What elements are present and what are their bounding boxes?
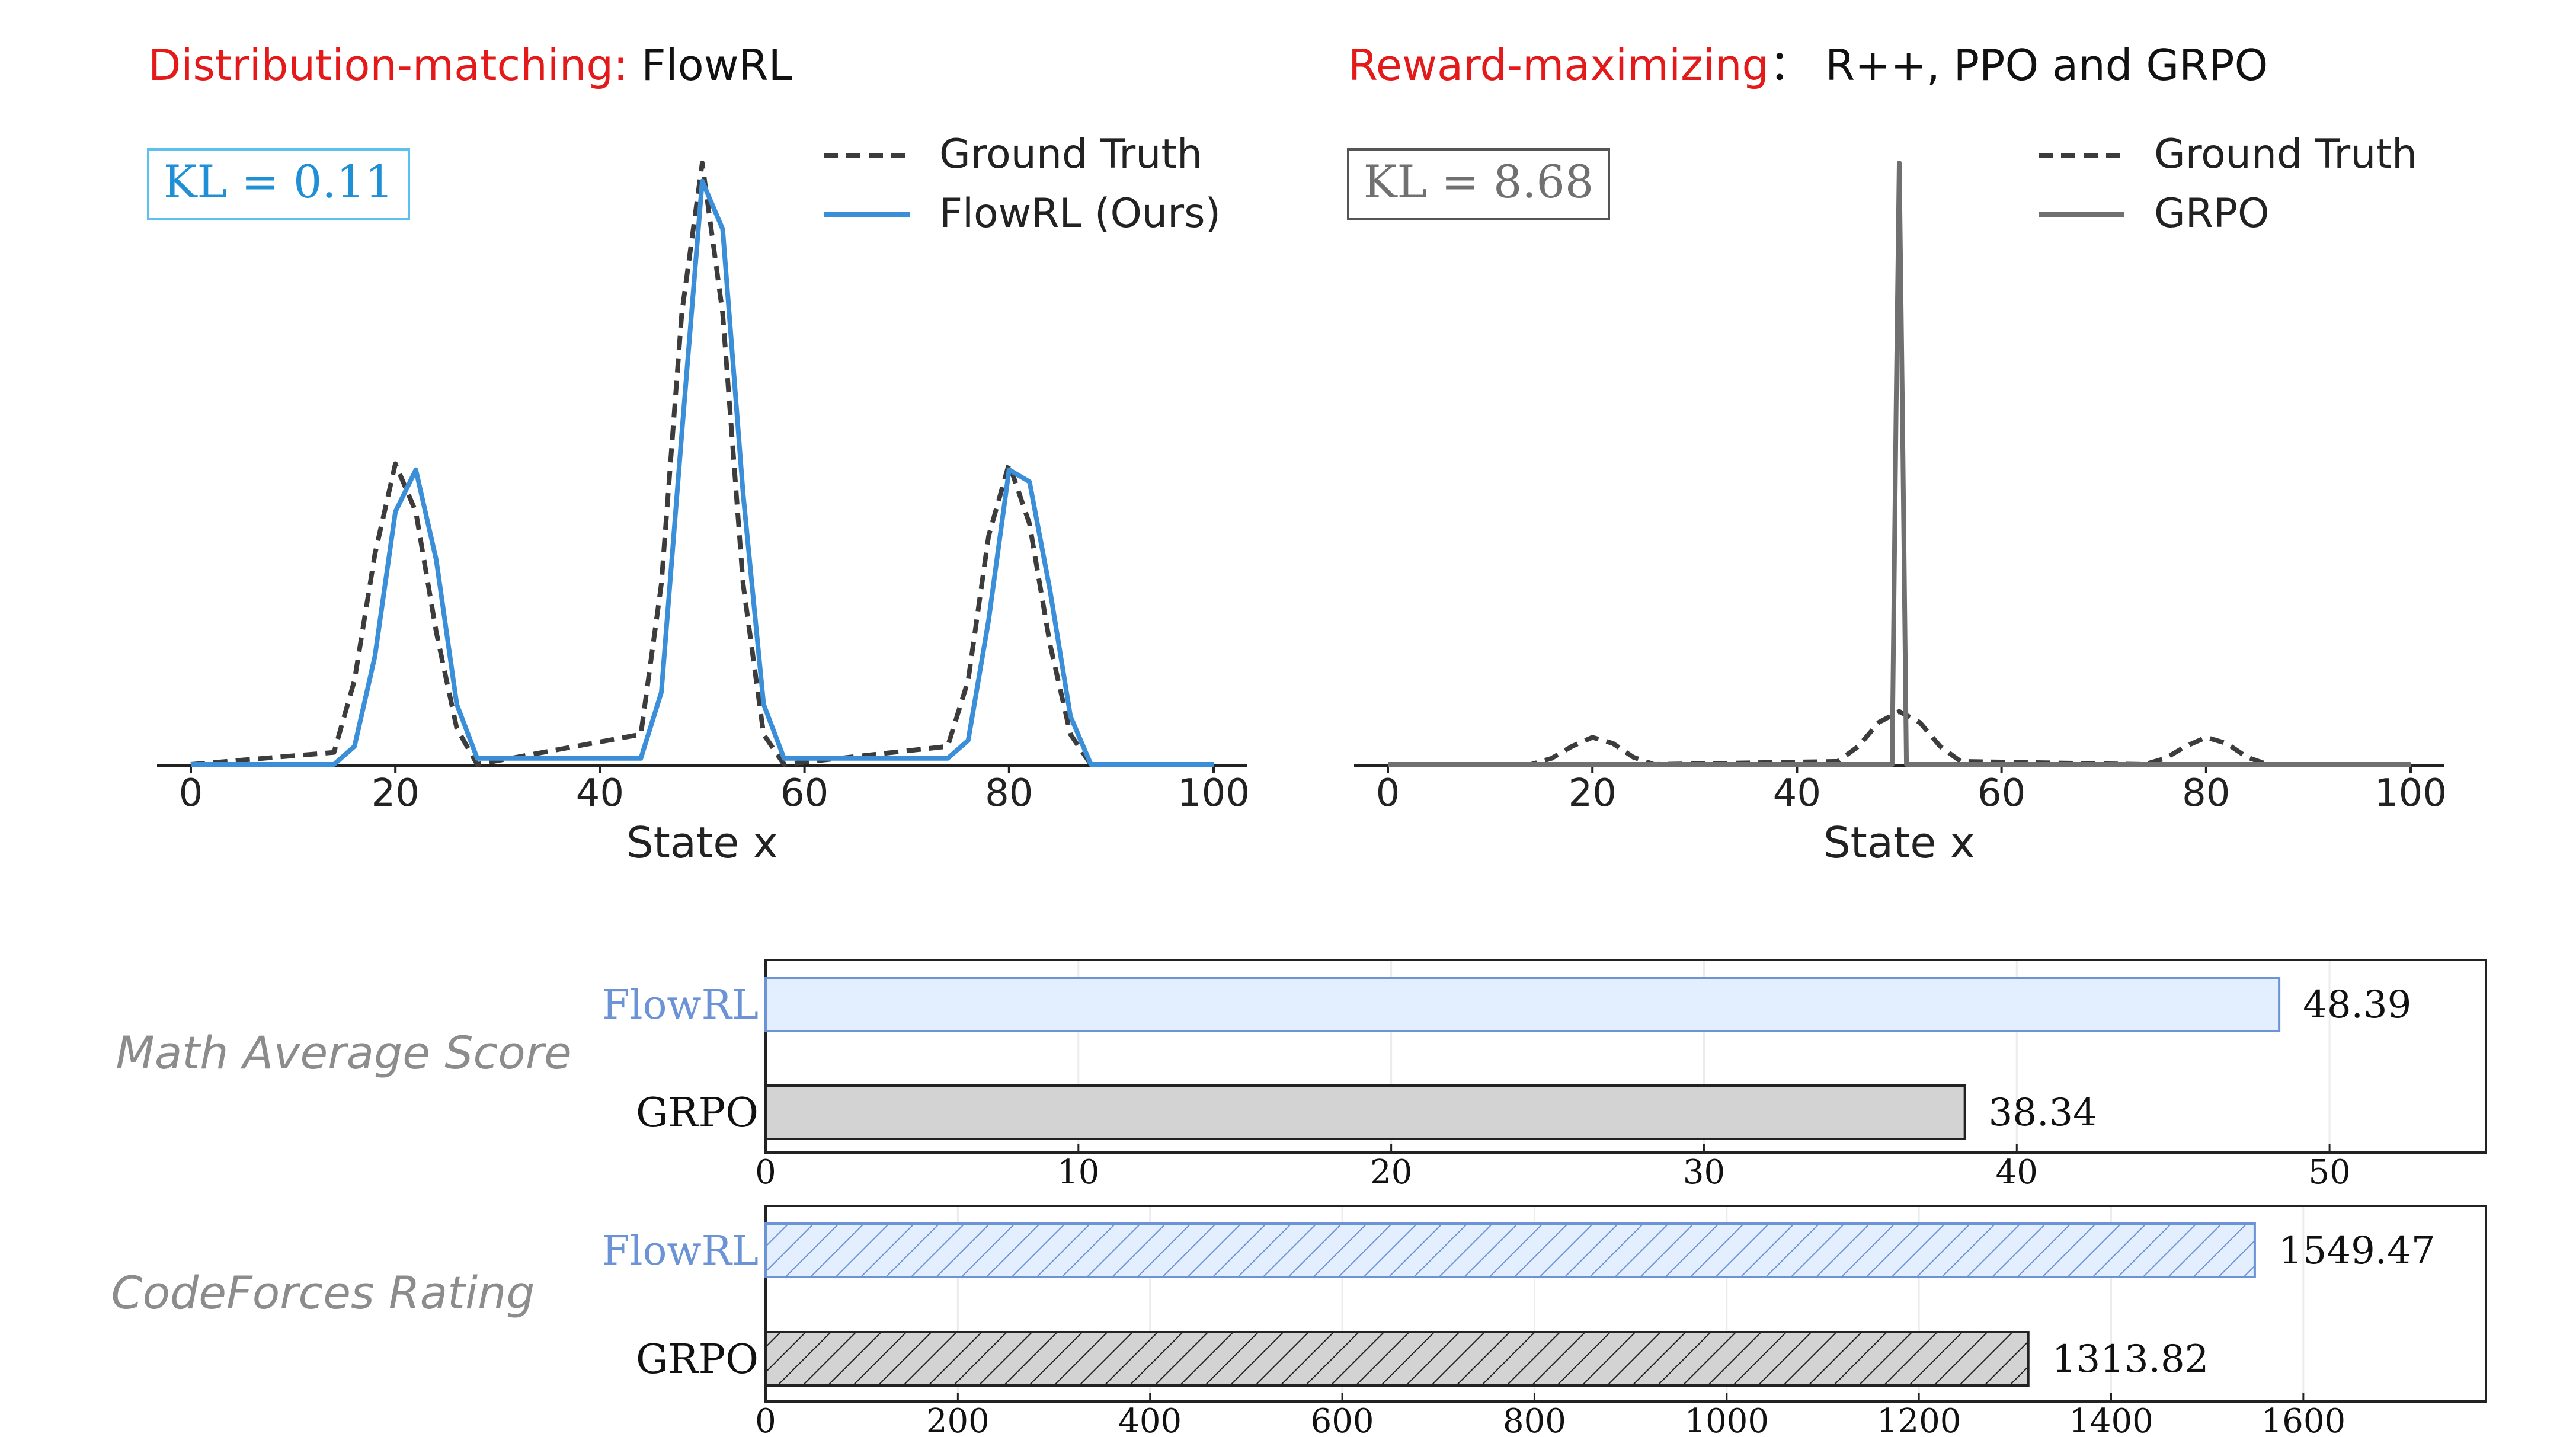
- right-x-ticks: 0 20 40 60 80 100: [1376, 764, 2447, 815]
- left-x-label: State x: [626, 818, 778, 868]
- code-tick-label-1000: 1000: [1685, 1402, 1769, 1437]
- code-tick-label-200: 200: [926, 1402, 990, 1437]
- left-tick-label-40: 40: [576, 772, 624, 815]
- math-tick-label-40: 40: [1996, 1153, 2038, 1192]
- math-bar-chart: 0 10 20 30 40 50 48.39 FlowRL 38.34 GRPO: [602, 959, 2487, 1192]
- math-value-label-grpo: 38.34: [1989, 1091, 2097, 1135]
- right-tick-label-60: 60: [1977, 772, 2025, 815]
- right-x-label: State x: [1823, 818, 1975, 868]
- right-line-plot: 0 20 40 60 80 100 State x: [1354, 161, 2447, 868]
- math-row-label: Math Average Score: [116, 1026, 572, 1079]
- right-tick-label-80: 80: [2182, 772, 2230, 815]
- right-tick-label-40: 40: [1773, 772, 1821, 815]
- math-frame: [764, 959, 2487, 1154]
- code-category-label-grpo: GRPO: [636, 1336, 759, 1383]
- code-bar-chart: 0 200 400 600 800 1000 1200 1400 1600 1549.47 Flow…: [602, 1205, 2487, 1437]
- left-series-ground-truth: [190, 161, 1214, 767]
- left-tick-label-60: 60: [780, 772, 828, 815]
- right-tick-label-0: 0: [1376, 772, 1400, 815]
- left-kl-label: KL = 0.11: [164, 155, 393, 208]
- right-title-black: ： R++, PPO and GRPO: [1769, 40, 2268, 90]
- code-tick-label-400: 400: [1118, 1402, 1182, 1437]
- right-kl-box: [1347, 148, 1610, 220]
- code-category-label-flowrl: FlowRL: [602, 1228, 759, 1275]
- math-bar-flowrl: [764, 977, 2281, 1032]
- left-tick-label-80: 80: [985, 772, 1033, 815]
- code-bar-flowrl: [764, 1222, 2256, 1278]
- code-tick-label-0: 0: [755, 1402, 776, 1437]
- left-series-flowrl-ours: [191, 178, 1214, 767]
- left-tick-label-0: 0: [179, 772, 203, 815]
- left-legend-flow-label: FlowRL (Ours): [939, 190, 1221, 237]
- code-bar-grpo: [764, 1331, 2030, 1387]
- right-series: [1388, 161, 2411, 767]
- left-tick-label-100: 100: [1177, 772, 1250, 815]
- right-title-red: Reward-maximizing: [1348, 40, 1769, 90]
- code-frame: [764, 1205, 2487, 1403]
- left-title-red: Distribution-matching:: [148, 40, 628, 90]
- right-tick-label-20: 20: [1568, 772, 1616, 815]
- math-category-label-flowrl: FlowRL: [602, 982, 759, 1029]
- math-category-label-grpo: GRPO: [636, 1090, 759, 1137]
- right-title: Reward-maximizing： R++, PPO and GRPO: [1348, 40, 2268, 90]
- right-tick-label-100: 100: [2375, 772, 2447, 815]
- left-tick-label-20: 20: [371, 772, 419, 815]
- math-value-label-flowrl: 48.39: [2303, 983, 2411, 1027]
- left-line-plot: 0 20 40 60 80 100 State x: [157, 161, 1250, 868]
- code-row-label: CodeForces Rating: [111, 1266, 535, 1319]
- right-legend-grpo-label: GRPO: [2154, 190, 2269, 237]
- right-kl-label: KL = 8.68: [1364, 155, 1593, 208]
- right-series-grpo: [1388, 161, 2411, 767]
- code-value-label-grpo: 1313.82: [2052, 1337, 2209, 1381]
- left-x-ticks: 0 20 40 60 80 100: [179, 764, 1250, 815]
- left-title: Distribution-matching: FlowRL: [148, 40, 792, 90]
- math-tick-label-0: 0: [755, 1153, 776, 1192]
- math-tick-label-50: 50: [2308, 1153, 2350, 1192]
- left-title-black: FlowRL: [628, 40, 792, 90]
- left-legend-gt-label: Ground Truth: [939, 131, 1202, 178]
- code-tick-label-1400: 1400: [2069, 1402, 2153, 1437]
- code-value-label-flowrl: 1549.47: [2279, 1229, 2436, 1273]
- right-series-ground-truth: [1388, 709, 2411, 767]
- math-tick-label-20: 20: [1370, 1153, 1412, 1192]
- right-legend-gt-label: Ground Truth: [2154, 131, 2417, 178]
- code-tick-label-1200: 1200: [1877, 1402, 1961, 1437]
- code-tick-label-1600: 1600: [2261, 1402, 2346, 1437]
- math-tick-label-30: 30: [1683, 1153, 1725, 1192]
- math-bar-grpo: [764, 1084, 1966, 1140]
- left-kl-box: [147, 148, 410, 220]
- code-tick-label-600: 600: [1311, 1402, 1374, 1437]
- math-tick-label-10: 10: [1057, 1153, 1099, 1192]
- left-series: [190, 161, 1214, 767]
- code-tick-label-800: 800: [1503, 1402, 1566, 1437]
